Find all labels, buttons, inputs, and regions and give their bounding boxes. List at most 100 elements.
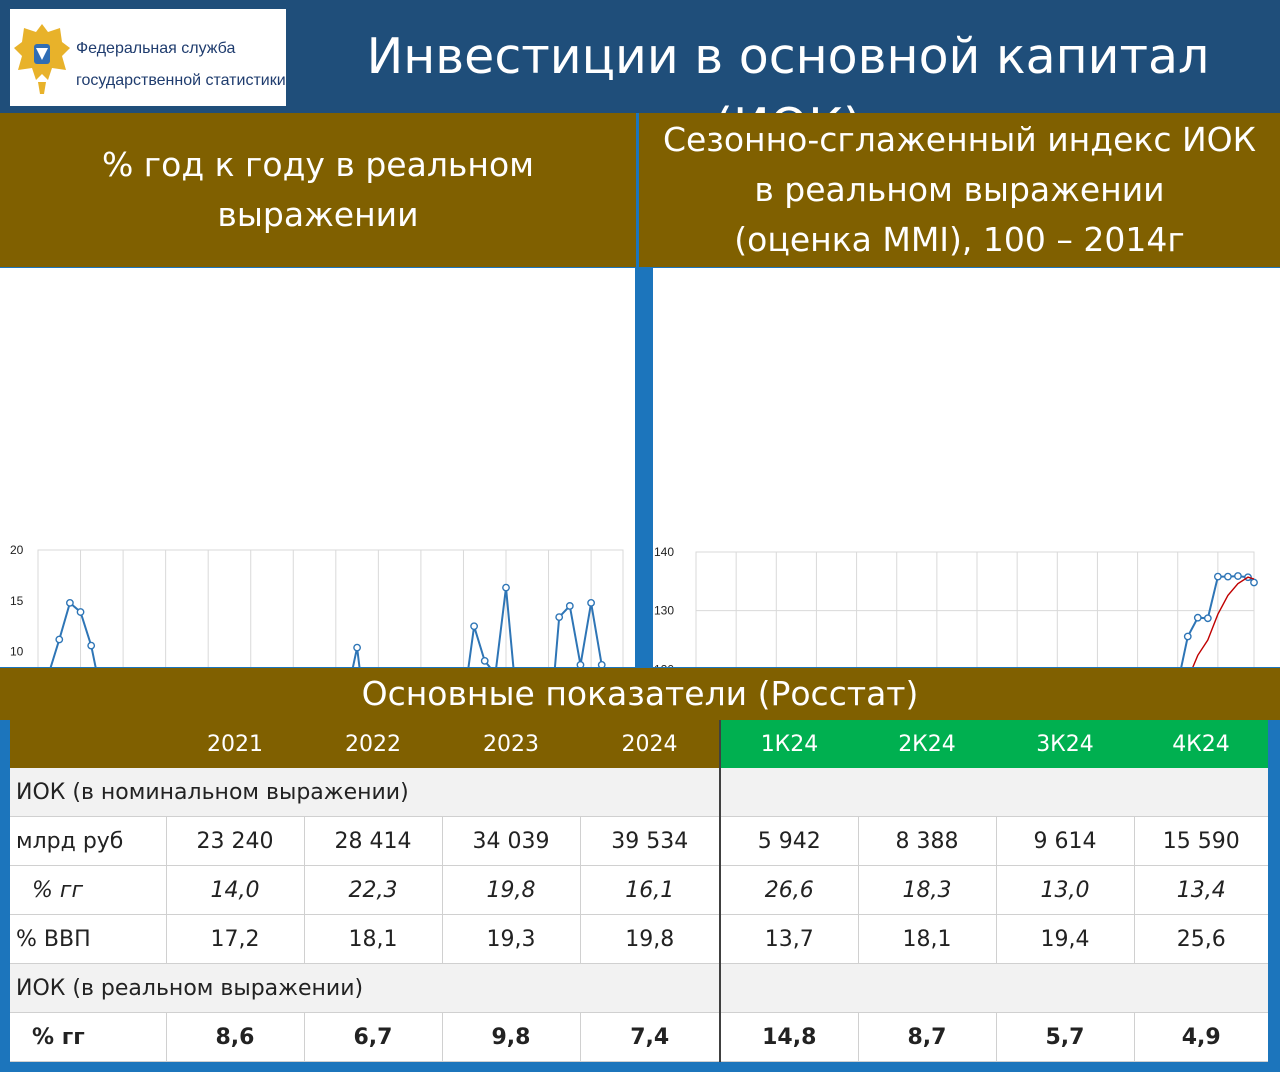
table-row: % гг 14,0 22,3 19,8 16,1 26,6 18,3 13,0 … <box>10 865 1268 915</box>
row-label: % гг <box>10 1012 167 1062</box>
yoy-chart: 2011201220132014201520162017201820192020… <box>10 543 627 927</box>
index-chart: 2011201220132014201520162017201820192020… <box>654 545 1258 925</box>
table-cell: 13,7 <box>720 914 859 964</box>
y-tick-label: 130 <box>654 604 674 618</box>
left-subtitle-line2: выражении <box>217 195 419 234</box>
table-cell: 16,1 <box>580 865 721 915</box>
table-header-row: 2021 2022 2023 2024 1К24 2К24 3К24 4К24 <box>10 720 1268 768</box>
table-cell: 34 039 <box>442 816 581 866</box>
data-point <box>66 598 74 607</box>
right-subtitle-line1: Сезонно-сглаженный индекс ИОК <box>662 120 1257 159</box>
table-cell: 26,6 <box>720 865 859 915</box>
section-filler <box>720 963 1268 1013</box>
table-row: % ВВП 17,2 18,1 19,3 19,8 13,7 18,1 19,4… <box>10 914 1268 964</box>
y-tick-label: 120 <box>654 662 674 667</box>
data-point <box>1234 572 1242 580</box>
table-cell: 19,8 <box>580 914 721 964</box>
table-cell: 19,4 <box>996 914 1135 964</box>
column-header: 4К24 <box>1134 720 1268 768</box>
data-point <box>555 613 564 622</box>
table-cell: 8,6 <box>166 1012 305 1062</box>
y-tick-label: 15 <box>10 594 24 608</box>
row-label: % гг <box>10 865 167 915</box>
table-cell: 13,4 <box>1134 865 1268 915</box>
data-point <box>480 656 489 665</box>
data-point <box>565 602 574 610</box>
table-cell: 14,8 <box>720 1012 859 1062</box>
data-point <box>587 598 595 607</box>
org-name-line1: Федеральная служба <box>76 40 236 57</box>
table-cell: 28 414 <box>304 816 443 866</box>
data-point <box>576 661 585 669</box>
y-tick-label: 140 <box>654 545 674 559</box>
row-label: млрд руб <box>10 816 167 866</box>
rosstat-logo: Федеральная служба государственной стати… <box>10 9 286 106</box>
column-header: 2024 <box>580 720 721 768</box>
plot-area <box>37 549 624 907</box>
table-cell: 8 388 <box>858 816 997 866</box>
header-bar: Федеральная служба государственной стати… <box>0 0 1280 155</box>
section-label: ИОК (в номинальном выражении) <box>10 768 721 817</box>
table-cell: 18,3 <box>858 865 997 915</box>
y-tick-label: 10 <box>10 645 24 659</box>
column-header: 2К24 <box>858 720 996 768</box>
smoothed-series-line <box>725 576 1255 867</box>
column-header: 2023 <box>442 720 580 768</box>
data-point <box>502 583 510 592</box>
section-filler <box>720 768 1268 817</box>
data-point <box>1193 613 1202 622</box>
left-subtitle-line1: % год к году в реальном <box>101 145 535 184</box>
data-point <box>87 641 96 650</box>
emblem-icon <box>14 24 70 94</box>
table-cell: 9,8 <box>442 1012 581 1062</box>
data-point <box>76 608 85 616</box>
series-line <box>695 575 1255 879</box>
data-point <box>1213 572 1222 581</box>
right-subtitle-line2: в реальном выражении <box>754 170 1165 209</box>
yoy-chart-panel: 2011201220132014201520162017201820192020… <box>0 268 635 927</box>
right-chart-title: Сезонно-сглаженный индекс ИОК в реальном… <box>639 113 1280 267</box>
table-cell: 18,1 <box>858 914 997 964</box>
left-chart-title: % год к году в реальном выражении <box>0 113 636 267</box>
table-cell: 5 942 <box>720 816 859 866</box>
data-point <box>1183 632 1192 641</box>
table-cell: 7,4 <box>580 1012 721 1062</box>
table-cell: 15 590 <box>1134 816 1268 866</box>
section-row: ИОК (в номинальном выражении) <box>10 768 1268 817</box>
table-row: % гг 8,6 6,7 9,8 7,4 14,8 8,7 5,7 4,9 <box>10 1012 1268 1062</box>
series-line <box>37 587 624 890</box>
section-label: ИОК (в реальном выражении) <box>10 963 721 1013</box>
table-cell: 6,7 <box>304 1012 443 1062</box>
column-header: 2021 <box>166 720 304 768</box>
row-label: % ВВП <box>10 914 167 964</box>
index-chart-panel: 2011201220132014201520162017201820192020… <box>653 268 1280 925</box>
section-row: ИОК (в реальном выражении) <box>10 963 1268 1013</box>
table-cell: 5,7 <box>996 1012 1135 1062</box>
data-point <box>353 643 361 652</box>
table-cell: 17,2 <box>166 914 305 964</box>
table-row: млрд руб 23 240 28 414 34 039 39 534 5 9… <box>10 816 1268 866</box>
table-cell: 18,1 <box>304 914 443 964</box>
table-cell: 25,6 <box>1134 914 1268 964</box>
table-cell: 9 614 <box>996 816 1135 866</box>
org-name-line2: государственной статистики <box>76 72 286 89</box>
plot-area <box>695 551 1255 905</box>
table-cell: 19,8 <box>442 865 581 915</box>
table-cell: 39 534 <box>580 816 721 866</box>
data-point <box>470 622 478 631</box>
column-header: 1К24 <box>720 720 858 768</box>
data-point <box>597 661 606 669</box>
table-cell: 4,9 <box>1134 1012 1268 1062</box>
table-cell: 8,7 <box>858 1012 997 1062</box>
column-header: 3К24 <box>996 720 1134 768</box>
data-point <box>1203 614 1212 623</box>
column-header: 2022 <box>304 720 442 768</box>
indicators-title: Основные показатели (Росстат) <box>0 668 1280 720</box>
y-tick-label: 20 <box>10 543 24 557</box>
data-point <box>1224 572 1232 581</box>
table-cell: 23 240 <box>166 816 305 866</box>
data-point <box>55 635 64 644</box>
right-subtitle-line3: (оценка MMI), 100 – 2014г <box>734 220 1185 259</box>
indicators-table: 2021 2022 2023 2024 1К24 2К24 3К24 4К24 … <box>10 720 1268 1062</box>
table-cell: 14,0 <box>166 865 305 915</box>
